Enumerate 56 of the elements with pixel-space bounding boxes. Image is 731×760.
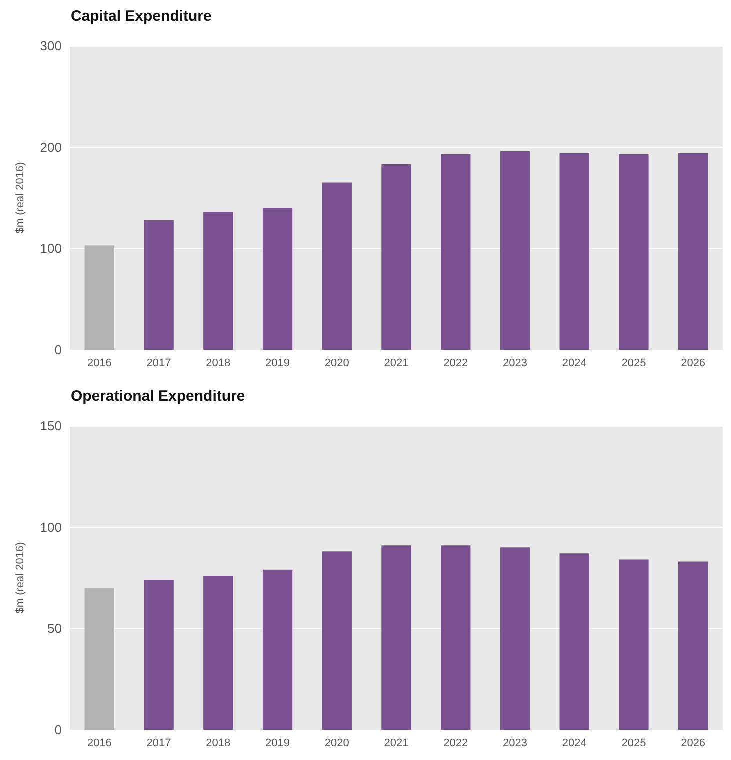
bar bbox=[322, 182, 352, 350]
bar bbox=[262, 570, 293, 730]
y-tick-label: 0 bbox=[54, 342, 62, 358]
bar bbox=[382, 546, 412, 730]
x-tick-label: 2024 bbox=[562, 738, 587, 750]
x-tick-label: 2025 bbox=[622, 358, 646, 370]
y-axis-title: $m (real 2016) bbox=[14, 542, 26, 614]
x-tick-label: 2018 bbox=[206, 738, 231, 750]
y-axis-title: $m (real 2016) bbox=[14, 162, 26, 234]
bar bbox=[144, 580, 174, 730]
bar bbox=[262, 208, 293, 350]
x-tick-label: 2025 bbox=[622, 738, 646, 750]
x-tick-label: 2017 bbox=[146, 738, 172, 750]
x-tick-label: 2018 bbox=[206, 358, 231, 370]
y-tick-label: 50 bbox=[48, 621, 62, 636]
bar bbox=[204, 212, 234, 350]
x-tick-label: 2020 bbox=[324, 738, 350, 750]
bar bbox=[441, 154, 471, 350]
x-tick-label: 2021 bbox=[384, 358, 409, 370]
bar bbox=[441, 546, 471, 730]
y-tick-label: 100 bbox=[40, 241, 62, 256]
bar bbox=[84, 588, 115, 730]
bar bbox=[322, 552, 352, 730]
y-tick-label: 200 bbox=[40, 140, 62, 155]
bar bbox=[500, 151, 530, 350]
bar bbox=[560, 554, 590, 730]
bar bbox=[84, 246, 115, 350]
y-tick-label: 300 bbox=[40, 38, 62, 54]
bar bbox=[500, 548, 530, 730]
x-tick-label: 2022 bbox=[444, 738, 468, 750]
x-tick-label: 2021 bbox=[384, 738, 409, 750]
bar bbox=[619, 560, 649, 730]
bar bbox=[619, 154, 649, 350]
chart-title: Operational Expenditure bbox=[71, 388, 246, 405]
bar bbox=[144, 220, 174, 350]
x-tick-label: 2026 bbox=[681, 358, 706, 370]
y-tick-label: 0 bbox=[54, 722, 62, 738]
y-tick-label: 150 bbox=[40, 418, 62, 434]
bar bbox=[560, 153, 590, 350]
x-tick-label: 2019 bbox=[266, 358, 290, 370]
x-tick-label: 2016 bbox=[87, 358, 112, 370]
x-tick-label: 2020 bbox=[324, 358, 350, 370]
x-tick-label: 2023 bbox=[502, 358, 528, 370]
y-tick-label: 100 bbox=[40, 520, 62, 535]
x-tick-label: 2023 bbox=[502, 738, 528, 750]
x-tick-label: 2024 bbox=[562, 358, 587, 370]
bar bbox=[382, 164, 412, 350]
bar bbox=[678, 153, 708, 350]
x-tick-label: 2016 bbox=[87, 738, 112, 750]
x-tick-label: 2017 bbox=[146, 358, 172, 370]
x-tick-label: 2019 bbox=[266, 738, 290, 750]
bar bbox=[678, 562, 708, 730]
x-tick-label: 2026 bbox=[681, 738, 706, 750]
x-tick-label: 2022 bbox=[444, 358, 468, 370]
bar bbox=[204, 576, 234, 730]
chart-title: Capital Expenditure bbox=[71, 8, 212, 25]
